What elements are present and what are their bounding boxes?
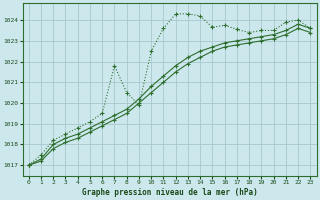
X-axis label: Graphe pression niveau de la mer (hPa): Graphe pression niveau de la mer (hPa) xyxy=(82,188,258,197)
